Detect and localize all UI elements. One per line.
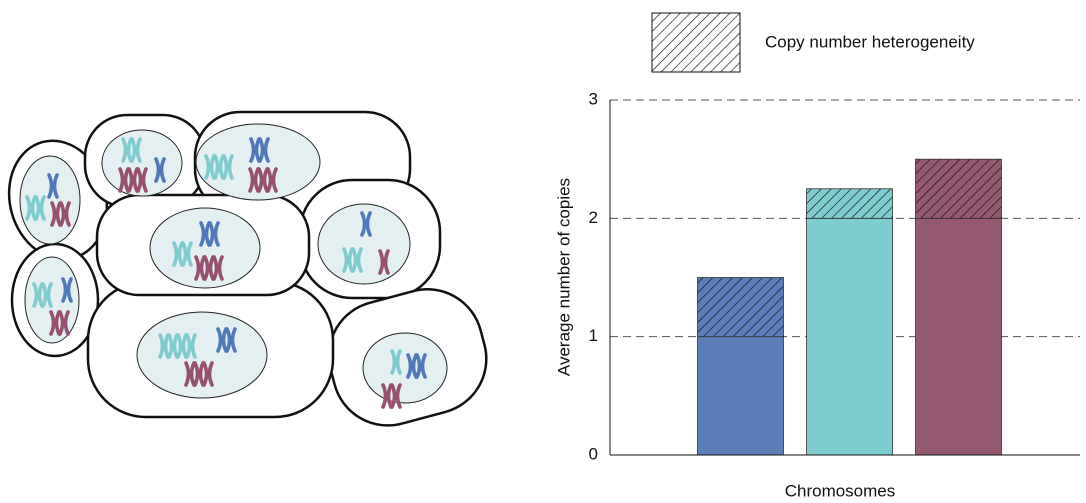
heterogeneity-segment: [916, 159, 1002, 218]
nucleus: [363, 333, 447, 403]
heterogeneity-segment: [698, 278, 784, 337]
figure: Average number of copies Chromosomes Cop…: [0, 0, 1086, 503]
x-axis-label: Chromosomes: [785, 481, 896, 500]
y-tick-label: 0: [589, 444, 598, 463]
legend-label: Copy number heterogeneity: [765, 32, 975, 51]
bar: [807, 218, 893, 455]
legend-swatch: [652, 13, 740, 72]
bar: [916, 218, 1002, 455]
nucleus: [102, 130, 182, 196]
chart: Average number of copies Chromosomes Cop…: [554, 13, 1080, 500]
y-tick-label: 2: [589, 208, 598, 227]
y-tick-label: 1: [589, 326, 598, 345]
y-axis-label: Average number of copies: [554, 178, 573, 376]
y-tick-label: 3: [589, 89, 598, 108]
cell-illustration: [0, 112, 499, 438]
heterogeneity-segment: [807, 189, 893, 219]
bar: [698, 337, 784, 455]
